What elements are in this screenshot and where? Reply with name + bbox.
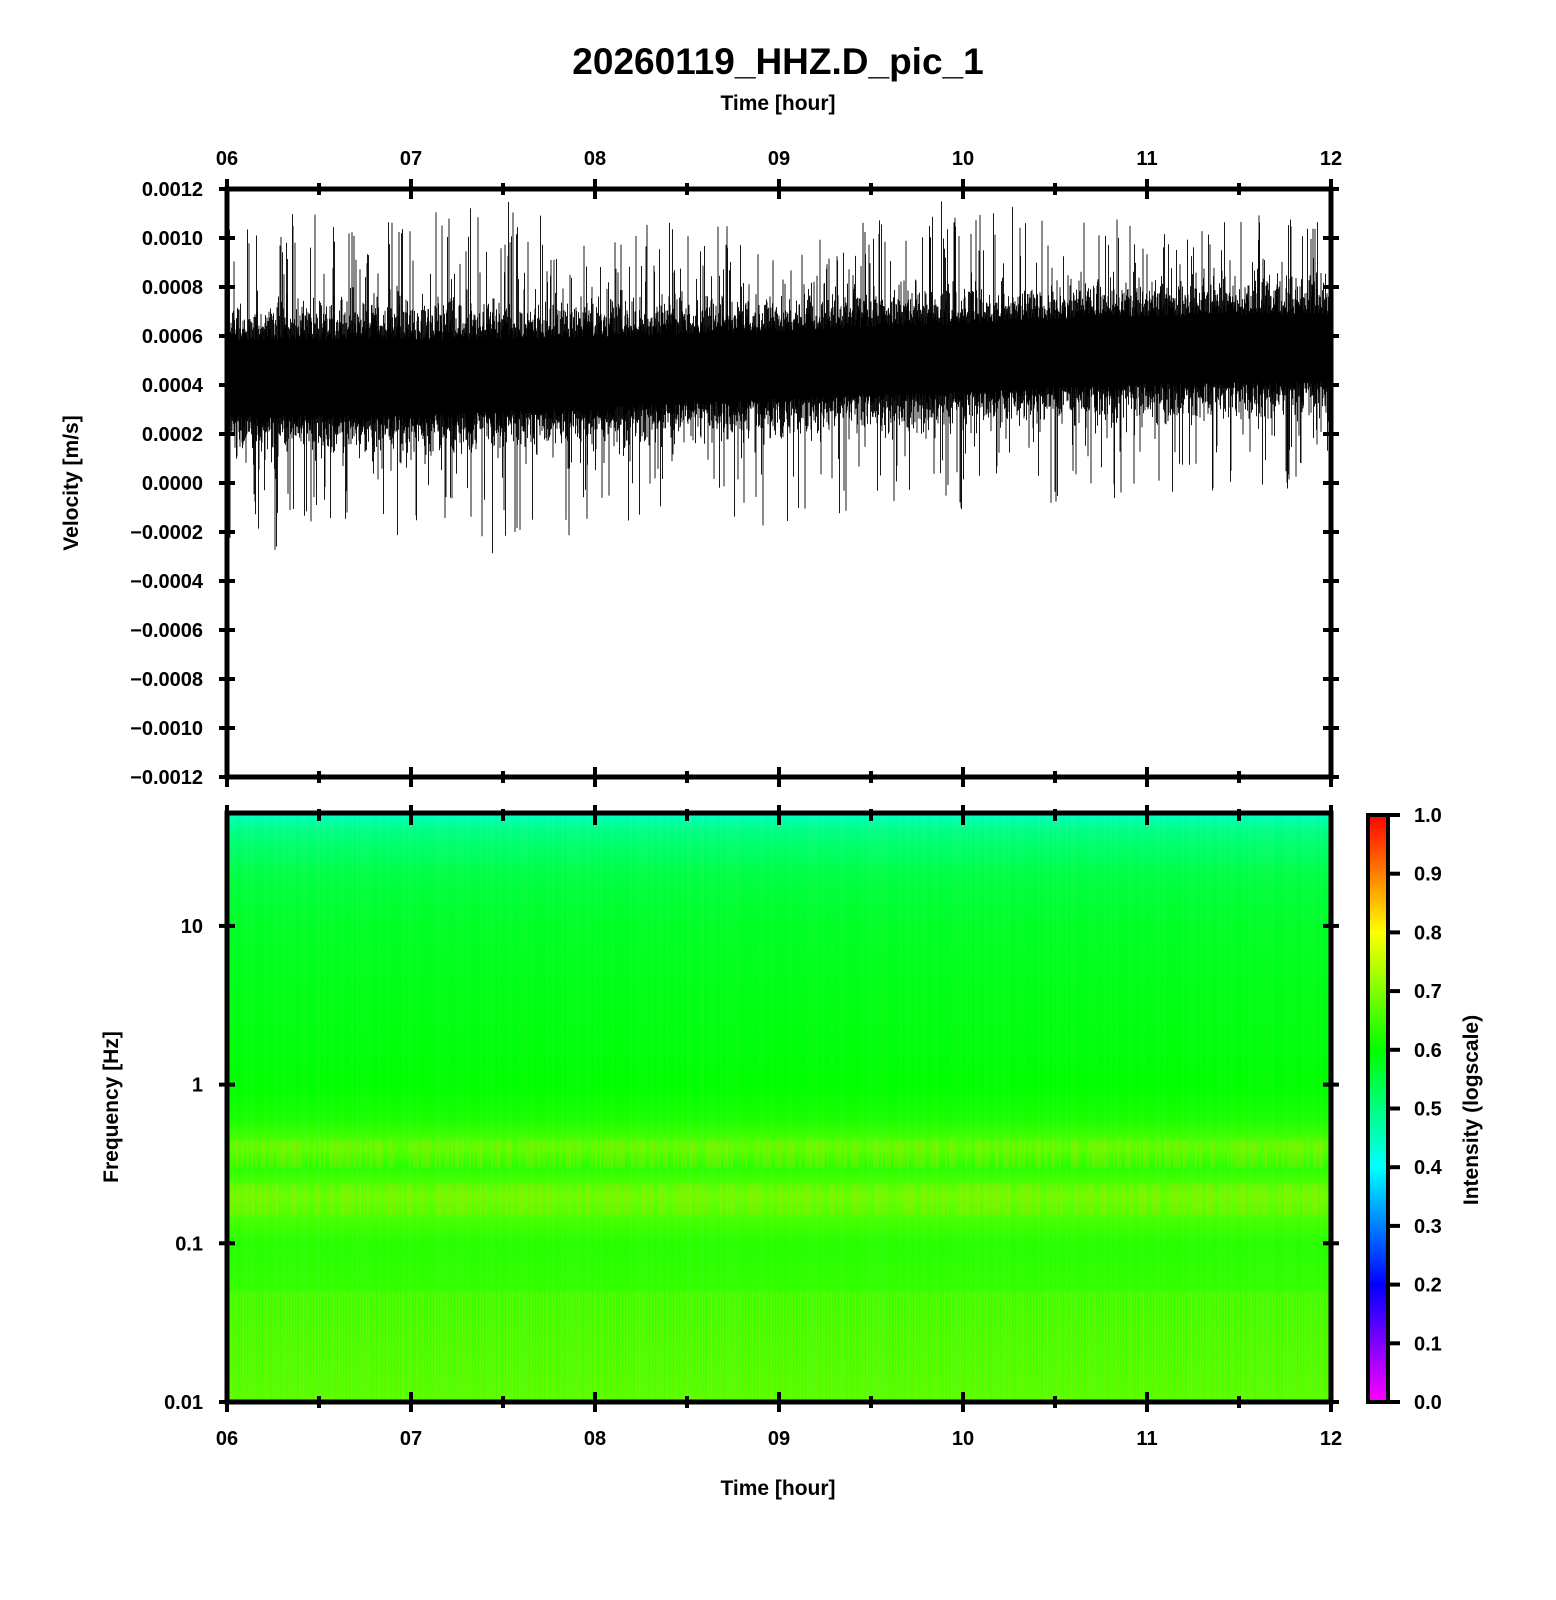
waveform-y-tick-label: 0.0012: [142, 179, 203, 201]
colorbar-tick-label: 0.2: [1414, 1275, 1442, 1297]
top-x-tick-label: 06: [216, 148, 238, 170]
colorbar-tick-label: 0.9: [1414, 864, 1442, 886]
top-x-tick-label: 08: [584, 148, 606, 170]
colorbar-tick-label: 0.0: [1414, 1392, 1442, 1414]
waveform-y-tick-label: −0.0008: [130, 669, 203, 691]
top-x-tick-label: 12: [1320, 148, 1342, 170]
colorbar-tick-label: 0.6: [1414, 1040, 1442, 1062]
colorbar-label: Intensity (logscale): [1460, 1015, 1483, 1205]
bottom-x-tick-label: 10: [952, 1428, 974, 1450]
bottom-x-axis-label: Time [hour]: [720, 1477, 835, 1500]
bottom-x-tick-label: 08: [584, 1428, 606, 1450]
top-x-tick-label: 10: [952, 148, 974, 170]
waveform-y-tick-label: 0.0000: [142, 473, 203, 495]
colorbar-tick-label: 0.7: [1414, 981, 1442, 1003]
colorbar-tick-label: 0.1: [1414, 1333, 1442, 1355]
colorbar-tick-label: 0.5: [1414, 1099, 1442, 1121]
waveform-y-axis-label: Velocity [m/s]: [60, 415, 83, 550]
waveform-y-tick-label: 0.0006: [142, 326, 203, 348]
spectrogram-image: [227, 815, 1331, 1402]
waveform-line: [227, 201, 1330, 554]
colorbar-ticks: 1.0 0.9 0.8 0.7 0.6 0.5 0.4 0.3 0.2 0.1 0.0: [1388, 805, 1443, 1414]
bottom-x-tick-label: 07: [400, 1428, 422, 1450]
waveform-y-tick-label: 0.0002: [142, 424, 203, 446]
waveform-panel: 06 07 08 09 10 11 12 0.0012 0.0010 0.0008 0.0006 0.…: [60, 148, 1342, 789]
top-x-tick-label: 09: [768, 148, 790, 170]
waveform-y-tick-label: −0.0004: [130, 571, 204, 593]
bottom-x-tick-label: 09: [768, 1428, 790, 1450]
waveform-y-tick-label: 0.0008: [142, 277, 203, 299]
spectrogram-y-tick-label: 1: [192, 1075, 203, 1097]
top-x-tick-label: 11: [1136, 148, 1157, 170]
colorbar-tick-label: 0.4: [1414, 1157, 1443, 1179]
waveform-y-tick-label: −0.0010: [130, 718, 203, 740]
waveform-trace: [227, 201, 1330, 554]
waveform-y-tick-label: −0.0002: [130, 522, 203, 544]
bottom-x-tick-label: 12: [1320, 1428, 1342, 1450]
colorbar: 1.0 0.9 0.8 0.7 0.6 0.5 0.4 0.3 0.2 0.1 0.0 Intens…: [1366, 805, 1483, 1414]
spectrogram-texture: [231, 815, 1322, 1402]
spectrogram-y-axis-label: Frequency [Hz]: [100, 1031, 123, 1183]
spectrogram-y-tick-label: 0.01: [164, 1392, 203, 1414]
colorbar-tick-label: 0.8: [1414, 922, 1442, 944]
figure-title: 20260119_HHZ.D_pic_1: [572, 41, 983, 82]
colorbar-gradient: [1366, 813, 1390, 1404]
waveform-axes: 06 07 08 09 10 11 12 0.0012 0.0010 0.0008 0.0006 0.…: [130, 148, 1342, 789]
waveform-y-tick-label: −0.0012: [130, 767, 203, 789]
spectrogram-frame: [224, 810, 1334, 1405]
bottom-x-tick-label: 11: [1136, 1428, 1157, 1450]
colorbar-tick-label: 1.0: [1414, 805, 1442, 827]
waveform-y-tick-label: −0.0006: [130, 620, 203, 642]
colorbar-tick-label: 0.3: [1414, 1216, 1442, 1238]
top-x-axis-label: Time [hour]: [720, 92, 835, 115]
bottom-x-tick-label: 06: [216, 1428, 238, 1450]
waveform-y-tick-label: 0.0010: [142, 228, 203, 250]
spectrogram-y-tick-label: 10: [181, 916, 203, 938]
waveform-y-tick-label: 0.0004: [142, 375, 204, 397]
spectrogram-y-tick-label: 0.1: [175, 1233, 203, 1255]
waveform-frame: [224, 186, 1334, 780]
top-x-tick-label: 07: [400, 148, 422, 170]
